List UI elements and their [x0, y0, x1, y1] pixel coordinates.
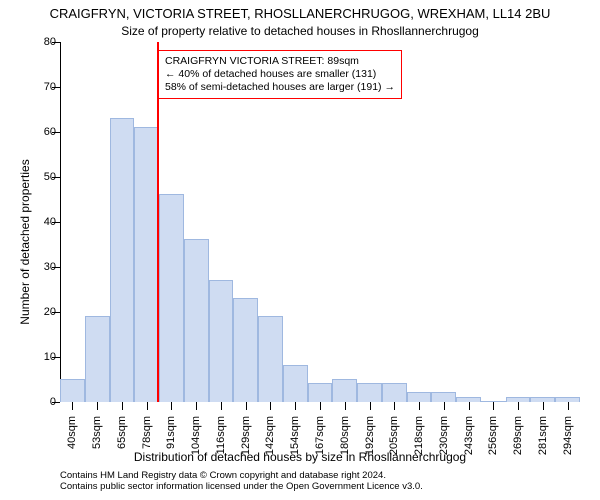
- attribution: Contains HM Land Registry data © Crown c…: [60, 470, 590, 493]
- y-tick-label: 40: [26, 216, 56, 228]
- y-tick-label: 0: [26, 396, 56, 408]
- x-tick: [97, 402, 98, 410]
- bar-rect: [184, 239, 209, 402]
- bar-rect: [159, 194, 184, 402]
- x-tick: [122, 402, 123, 410]
- x-tick: [147, 402, 148, 410]
- x-tick: [171, 402, 172, 410]
- x-tick: [543, 402, 544, 410]
- x-tick: [419, 402, 420, 410]
- y-tick-label: 60: [26, 126, 56, 138]
- bar: [134, 42, 159, 402]
- x-tick-label: 180sqm: [339, 416, 351, 476]
- bar: [456, 42, 481, 402]
- annotation-box: CRAIGFRYN VICTORIA STREET: 89sqm← 40% of…: [158, 50, 402, 99]
- x-tick-label: 167sqm: [314, 416, 326, 476]
- bar-rect: [134, 127, 159, 403]
- attribution-line-2: Contains public sector information licen…: [60, 481, 590, 492]
- x-tick-label: 53sqm: [91, 416, 103, 476]
- x-tick-label: 269sqm: [512, 416, 524, 476]
- chart-container: CRAIGFRYN, VICTORIA STREET, RHOSLLANERCH…: [0, 0, 600, 500]
- bar: [431, 42, 456, 402]
- x-tick-label: 78sqm: [141, 416, 153, 476]
- y-tick-label: 70: [26, 81, 56, 93]
- x-tick: [370, 402, 371, 410]
- title-sub: Size of property relative to detached ho…: [0, 24, 600, 38]
- x-tick: [196, 402, 197, 410]
- attribution-line-1: Contains HM Land Registry data © Crown c…: [60, 470, 590, 481]
- y-tick-label: 50: [26, 171, 56, 183]
- x-tick-label: 154sqm: [289, 416, 301, 476]
- x-tick-label: 116sqm: [215, 416, 227, 476]
- annotation-line-1: CRAIGFRYN VICTORIA STREET: 89sqm: [165, 55, 395, 68]
- bar: [407, 42, 432, 402]
- x-tick: [469, 402, 470, 410]
- x-tick: [345, 402, 346, 410]
- x-tick-label: 243sqm: [463, 416, 475, 476]
- bar: [555, 42, 580, 402]
- bar-rect: [382, 383, 407, 402]
- bar: [481, 42, 506, 402]
- bar-rect: [209, 280, 234, 403]
- x-tick-label: 40sqm: [66, 416, 78, 476]
- x-tick-label: 129sqm: [240, 416, 252, 476]
- bar: [85, 42, 110, 402]
- x-tick-label: 230sqm: [438, 416, 450, 476]
- bar-rect: [332, 379, 357, 403]
- x-tick-label: 91sqm: [165, 416, 177, 476]
- bar: [110, 42, 135, 402]
- y-tick-label: 10: [26, 351, 56, 363]
- x-tick: [72, 402, 73, 410]
- title-main: CRAIGFRYN, VICTORIA STREET, RHOSLLANERCH…: [0, 6, 600, 21]
- y-axis-label: Number of detached properties: [18, 122, 32, 362]
- bar-rect: [110, 118, 135, 403]
- bar: [506, 42, 531, 402]
- bar-rect: [258, 316, 283, 403]
- x-tick: [493, 402, 494, 410]
- y-tick-label: 30: [26, 261, 56, 273]
- x-tick: [320, 402, 321, 410]
- x-tick: [518, 402, 519, 410]
- x-tick: [221, 402, 222, 410]
- bar-rect: [431, 392, 456, 402]
- bar-rect: [233, 298, 258, 403]
- x-tick: [270, 402, 271, 410]
- bar-rect: [85, 316, 110, 403]
- bar-rect: [308, 383, 333, 402]
- annotation-line-2: ← 40% of detached houses are smaller (13…: [165, 68, 395, 81]
- x-tick-label: 104sqm: [190, 416, 202, 476]
- bar: [60, 42, 85, 402]
- x-tick-label: 256sqm: [487, 416, 499, 476]
- bar-rect: [60, 379, 85, 403]
- x-tick: [394, 402, 395, 410]
- x-tick: [295, 402, 296, 410]
- x-tick-label: 218sqm: [413, 416, 425, 476]
- bar-rect: [407, 392, 432, 402]
- x-tick-label: 281sqm: [537, 416, 549, 476]
- bar-rect: [357, 383, 382, 402]
- x-tick: [568, 402, 569, 410]
- x-tick-label: 142sqm: [264, 416, 276, 476]
- annotation-line-3: 58% of semi-detached houses are larger (…: [165, 81, 395, 94]
- x-tick-label: 192sqm: [364, 416, 376, 476]
- x-tick-label: 205sqm: [388, 416, 400, 476]
- x-tick-label: 294sqm: [562, 416, 574, 476]
- x-tick-label: 65sqm: [116, 416, 128, 476]
- bar: [530, 42, 555, 402]
- plot-area: 0102030405060708040sqm53sqm65sqm78sqm91s…: [60, 42, 580, 402]
- y-tick-label: 80: [26, 36, 56, 48]
- x-tick: [246, 402, 247, 410]
- y-tick-label: 20: [26, 306, 56, 318]
- bar-rect: [283, 365, 308, 402]
- x-tick: [444, 402, 445, 410]
